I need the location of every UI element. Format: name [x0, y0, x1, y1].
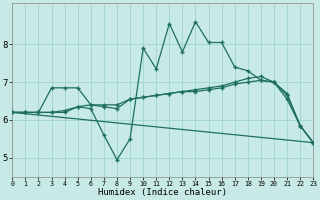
X-axis label: Humidex (Indice chaleur): Humidex (Indice chaleur) — [98, 188, 227, 197]
